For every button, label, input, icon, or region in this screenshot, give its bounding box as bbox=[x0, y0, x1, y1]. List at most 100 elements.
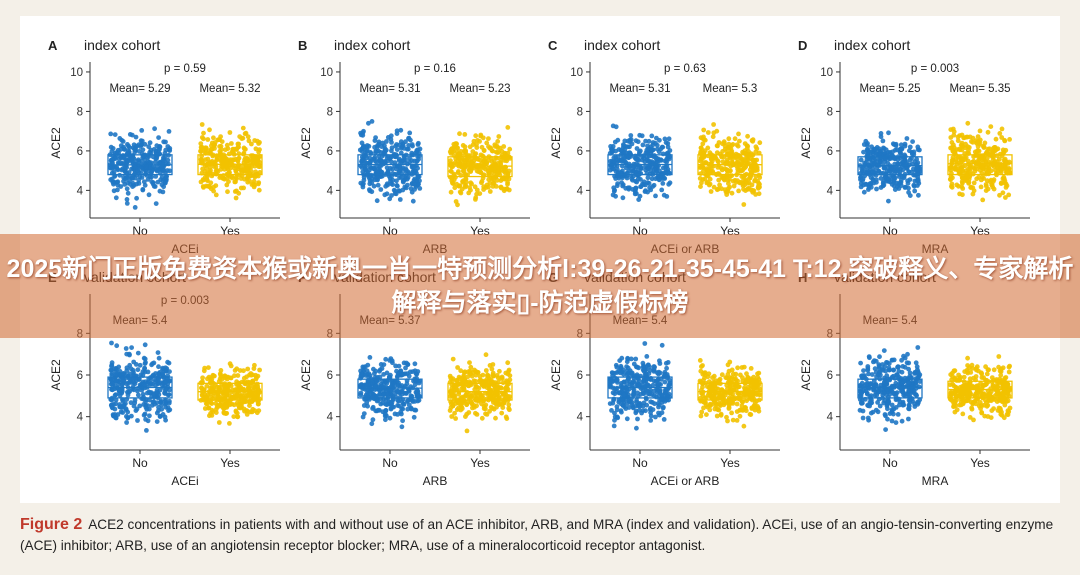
data-point bbox=[488, 145, 494, 151]
data-point bbox=[985, 129, 991, 135]
data-point bbox=[394, 178, 399, 184]
data-point bbox=[621, 400, 627, 405]
data-point bbox=[448, 375, 454, 381]
data-point bbox=[209, 407, 215, 413]
data-point bbox=[492, 386, 497, 392]
data-point bbox=[469, 373, 475, 379]
data-point bbox=[401, 178, 406, 184]
data-point bbox=[471, 403, 477, 408]
data-point bbox=[660, 151, 666, 157]
mean-annotation: Mean= 5.32 bbox=[199, 83, 260, 95]
data-point bbox=[128, 400, 134, 406]
data-point bbox=[200, 393, 205, 398]
data-point bbox=[955, 138, 961, 144]
data-point bbox=[481, 148, 487, 154]
data-point bbox=[398, 150, 404, 156]
data-point bbox=[398, 127, 404, 133]
data-point bbox=[130, 180, 136, 186]
data-point bbox=[248, 409, 253, 415]
data-point bbox=[618, 170, 623, 175]
data-point bbox=[124, 197, 130, 202]
data-point bbox=[127, 371, 132, 377]
data-point bbox=[113, 401, 119, 407]
data-point bbox=[392, 383, 398, 388]
data-point bbox=[206, 405, 211, 411]
data-point bbox=[403, 365, 408, 371]
data-point bbox=[497, 368, 502, 374]
data-point bbox=[224, 142, 230, 148]
data-point bbox=[370, 406, 375, 411]
data-point bbox=[979, 165, 985, 170]
data-point bbox=[147, 174, 153, 180]
data-point bbox=[359, 371, 364, 377]
data-point bbox=[757, 380, 762, 385]
data-point bbox=[492, 144, 498, 149]
data-point bbox=[737, 407, 743, 413]
data-point bbox=[387, 196, 393, 202]
data-point bbox=[135, 388, 140, 394]
y-axis-label: ACE2 bbox=[549, 359, 563, 391]
data-point bbox=[724, 189, 730, 195]
data-point bbox=[701, 168, 706, 174]
data-point bbox=[610, 147, 615, 153]
data-point bbox=[465, 399, 471, 405]
data-point bbox=[403, 139, 408, 145]
data-point bbox=[411, 414, 417, 420]
data-point bbox=[1001, 176, 1007, 182]
data-point bbox=[977, 154, 983, 160]
data-point bbox=[858, 184, 864, 190]
data-point bbox=[710, 387, 716, 392]
data-point bbox=[906, 190, 911, 195]
data-point bbox=[393, 154, 399, 160]
data-point bbox=[642, 341, 648, 346]
data-point bbox=[657, 137, 662, 143]
data-point bbox=[756, 408, 762, 414]
data-point bbox=[459, 406, 465, 411]
data-point bbox=[253, 169, 258, 175]
data-point bbox=[611, 155, 617, 161]
data-point bbox=[615, 137, 621, 143]
data-point bbox=[645, 175, 651, 181]
data-point bbox=[147, 413, 152, 419]
data-point bbox=[665, 144, 671, 150]
data-point bbox=[358, 382, 363, 388]
data-point bbox=[711, 184, 717, 190]
data-point bbox=[998, 169, 1004, 175]
x-tick-label: No bbox=[132, 456, 148, 470]
data-point bbox=[914, 177, 920, 183]
data-point bbox=[505, 387, 511, 392]
data-point bbox=[160, 158, 166, 163]
data-point bbox=[736, 131, 741, 137]
data-point bbox=[614, 407, 620, 413]
data-point bbox=[907, 389, 913, 395]
data-point bbox=[460, 179, 465, 185]
data-point bbox=[731, 183, 737, 189]
x-tick-label: No bbox=[382, 456, 398, 470]
data-point bbox=[393, 191, 399, 197]
data-point bbox=[1000, 190, 1006, 196]
data-point bbox=[211, 164, 217, 170]
data-point bbox=[143, 360, 148, 365]
data-point bbox=[656, 369, 662, 375]
data-point bbox=[721, 154, 727, 160]
data-point bbox=[752, 177, 758, 183]
data-point bbox=[135, 168, 140, 174]
data-point bbox=[985, 186, 991, 192]
data-point bbox=[486, 136, 491, 141]
y-tick-label: 4 bbox=[577, 412, 584, 424]
data-point bbox=[619, 355, 625, 361]
data-point bbox=[637, 149, 642, 155]
data-point bbox=[136, 149, 142, 154]
data-point bbox=[400, 372, 406, 377]
y-tick-label: 4 bbox=[827, 185, 834, 197]
data-point bbox=[659, 187, 665, 193]
data-point bbox=[255, 387, 261, 392]
data-point bbox=[499, 176, 505, 182]
data-point bbox=[740, 375, 745, 380]
data-point bbox=[614, 364, 620, 370]
data-point bbox=[904, 360, 910, 366]
x-axis-label: ACEi bbox=[171, 474, 198, 488]
data-point bbox=[248, 159, 254, 165]
data-point bbox=[707, 401, 713, 407]
data-point bbox=[125, 409, 131, 415]
